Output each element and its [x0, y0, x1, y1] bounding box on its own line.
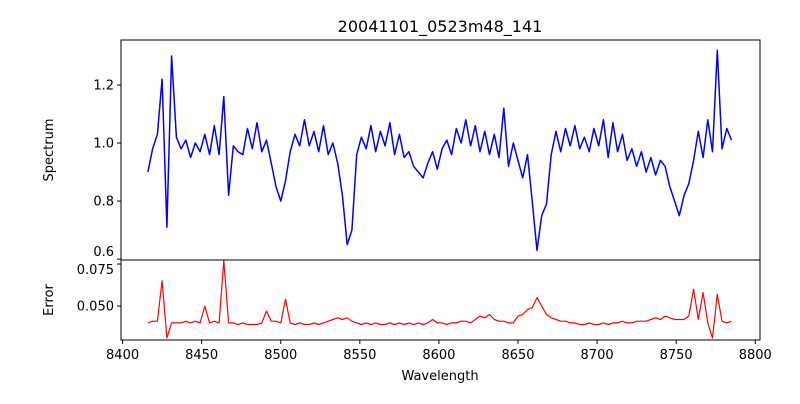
- y-tick-label: 0.8: [93, 195, 114, 210]
- x-tick-label: 8500: [264, 348, 297, 363]
- x-tick-label: 8800: [739, 348, 772, 363]
- spectrum-ylabel: Spectrum: [42, 119, 57, 182]
- y-tick-label: 1.2: [93, 78, 114, 93]
- error-line: [147, 260, 732, 339]
- spectrum-line: [147, 49, 733, 252]
- error-axes-frame: [120, 259, 761, 341]
- x-tick-label: 8650: [501, 348, 534, 363]
- x-tick-label: 8700: [581, 348, 614, 363]
- x-tick-label: 8750: [660, 348, 693, 363]
- y-tick-label: 0.075: [77, 263, 114, 278]
- y-tick-label: 1.0: [93, 137, 114, 152]
- chart-title: 20041101_0523m48_141: [338, 17, 543, 37]
- x-tick-label: 8400: [106, 348, 139, 363]
- x-axis-label: Wavelength: [401, 369, 478, 384]
- error-axes: 0.050 0.075 8400 8450 8500 8550 8600 8650 8700 8…: [42, 259, 772, 384]
- x-tick-label: 8550: [343, 348, 376, 363]
- x-tick-label: 8600: [422, 348, 455, 363]
- y-tick-label: 0.050: [77, 300, 114, 315]
- y-tick-label: 0.6: [93, 245, 114, 260]
- error-ylabel: Error: [42, 284, 57, 316]
- x-tick-label: 8450: [185, 348, 218, 363]
